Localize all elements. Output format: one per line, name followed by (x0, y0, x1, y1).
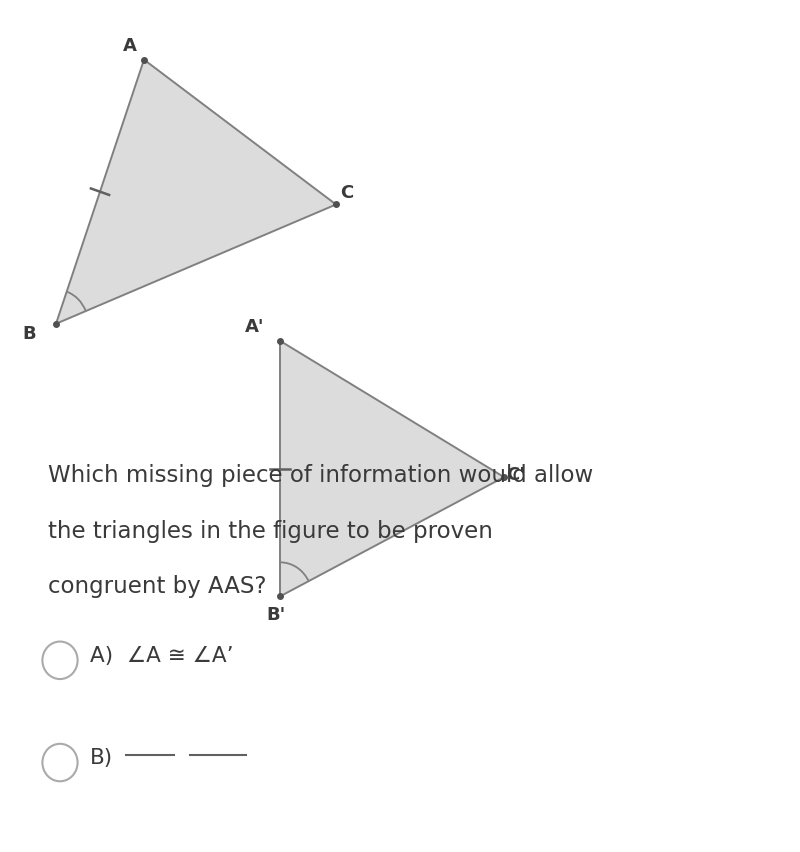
Text: the triangles in the figure to be proven: the triangles in the figure to be proven (48, 520, 493, 543)
Text: congruent by AAS?: congruent by AAS? (48, 575, 266, 598)
Text: Which missing piece of information would allow: Which missing piece of information would… (48, 464, 594, 487)
Text: A: A (122, 37, 137, 55)
Polygon shape (56, 60, 336, 324)
Text: B': B' (266, 606, 286, 625)
Text: B): B) (90, 748, 113, 769)
Text: B: B (22, 325, 37, 343)
Text: C: C (341, 184, 354, 203)
Text: A': A' (245, 318, 264, 337)
Text: C': C' (506, 466, 526, 485)
Polygon shape (280, 341, 504, 596)
Text: A)  ∠A ≅ ∠A’: A) ∠A ≅ ∠A’ (90, 646, 233, 666)
